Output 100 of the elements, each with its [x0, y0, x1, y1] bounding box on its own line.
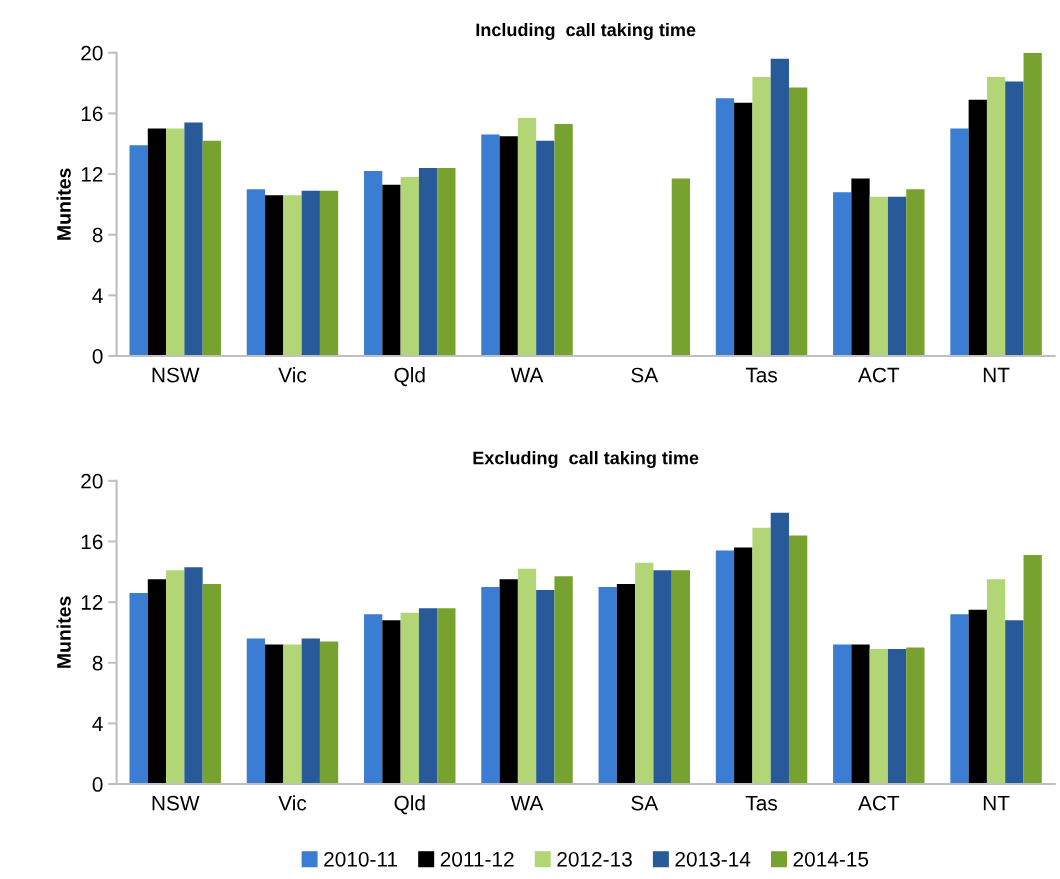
bar	[986, 579, 1006, 785]
bar	[887, 196, 907, 356]
bar	[635, 562, 654, 785]
bar	[1005, 81, 1024, 356]
bar	[184, 567, 203, 785]
bar	[851, 178, 870, 356]
bar	[986, 77, 1006, 356]
bar	[246, 638, 266, 785]
bar	[481, 586, 500, 785]
bar	[246, 189, 266, 356]
bar	[950, 614, 969, 785]
x-tick-label: Vic	[278, 367, 307, 383]
bar	[770, 512, 789, 785]
bar	[598, 586, 617, 785]
chart-title: Including call taking time	[476, 22, 696, 40]
bar	[418, 167, 438, 356]
bar	[770, 58, 789, 356]
bar	[517, 568, 537, 785]
bar	[283, 644, 302, 785]
y-tick-label: 0	[92, 777, 103, 792]
y-tick-label: 16	[81, 106, 103, 122]
y-axis-title: Munites	[56, 168, 71, 240]
bar	[653, 570, 672, 785]
bar	[166, 128, 185, 356]
bar	[437, 608, 456, 785]
bar	[671, 178, 691, 356]
bar	[1005, 620, 1024, 785]
bar	[869, 196, 888, 356]
bar	[1023, 52, 1042, 356]
bar	[788, 535, 808, 785]
bar	[400, 612, 419, 785]
bar	[129, 145, 148, 356]
bar	[382, 620, 401, 785]
x-tick-label: ACT	[858, 367, 900, 383]
bar	[364, 171, 383, 356]
chart-title: Excluding call taking time	[473, 451, 699, 468]
bar	[833, 644, 852, 785]
bar	[715, 98, 735, 356]
bar	[166, 570, 185, 785]
x-tick-label: SA	[631, 367, 659, 383]
y-tick-label: 12	[81, 167, 103, 182]
bar	[950, 128, 969, 356]
bar	[382, 184, 401, 356]
bar	[418, 608, 438, 785]
bar	[734, 102, 753, 356]
bar	[301, 190, 320, 356]
x-tick-label: NT	[983, 367, 1010, 383]
bar	[833, 192, 852, 356]
bar	[752, 77, 771, 356]
bar	[147, 579, 167, 785]
x-tick-label: WA	[510, 795, 544, 811]
x-tick-label: NT	[983, 795, 1010, 811]
x-tick-label: WA	[510, 367, 544, 383]
bar	[671, 570, 691, 785]
bar	[715, 550, 735, 785]
y-tick-label: 20	[81, 45, 103, 61]
bar	[517, 117, 537, 356]
x-tick-label: Vic	[278, 795, 307, 811]
x-tick-label: NSW	[152, 367, 200, 383]
bar	[319, 190, 339, 356]
bar	[202, 140, 221, 356]
bar	[906, 647, 925, 785]
y-tick-label: 8	[92, 655, 103, 671]
legend-label: 2012-13	[557, 851, 632, 867]
legend-label: 2013-14	[675, 851, 751, 867]
bar	[788, 87, 808, 356]
bar	[147, 128, 167, 356]
bar	[1023, 555, 1042, 785]
x-tick-label: Qld	[394, 795, 425, 815]
bar	[481, 134, 500, 356]
bar	[968, 99, 987, 356]
bar	[752, 527, 771, 785]
bar	[869, 649, 888, 785]
bar	[536, 589, 555, 785]
bar	[887, 649, 907, 785]
bar	[319, 641, 339, 785]
y-tick-label: 4	[92, 288, 103, 303]
y-tick-label: 0	[92, 349, 103, 364]
bar	[851, 644, 870, 785]
x-tick-label: ACT	[858, 795, 900, 811]
x-tick-label: SA	[631, 795, 659, 811]
bar	[906, 189, 925, 356]
bar	[265, 195, 284, 356]
bar	[301, 638, 320, 785]
y-tick-label: 8	[92, 227, 103, 243]
bar	[400, 177, 419, 356]
bar	[499, 579, 518, 785]
bar	[184, 122, 203, 356]
legend-label: 2010-11	[324, 851, 398, 867]
bar	[554, 576, 573, 785]
bar	[968, 609, 987, 785]
bar	[364, 614, 383, 785]
y-tick-label: 12	[81, 595, 103, 610]
bar	[554, 124, 573, 356]
legend-label: 2014-15	[793, 851, 869, 867]
bar	[265, 644, 284, 785]
x-tick-label: Tas	[745, 367, 777, 383]
y-tick-label: 4	[92, 716, 103, 731]
bar	[283, 195, 302, 356]
x-tick-label: NSW	[152, 795, 200, 811]
